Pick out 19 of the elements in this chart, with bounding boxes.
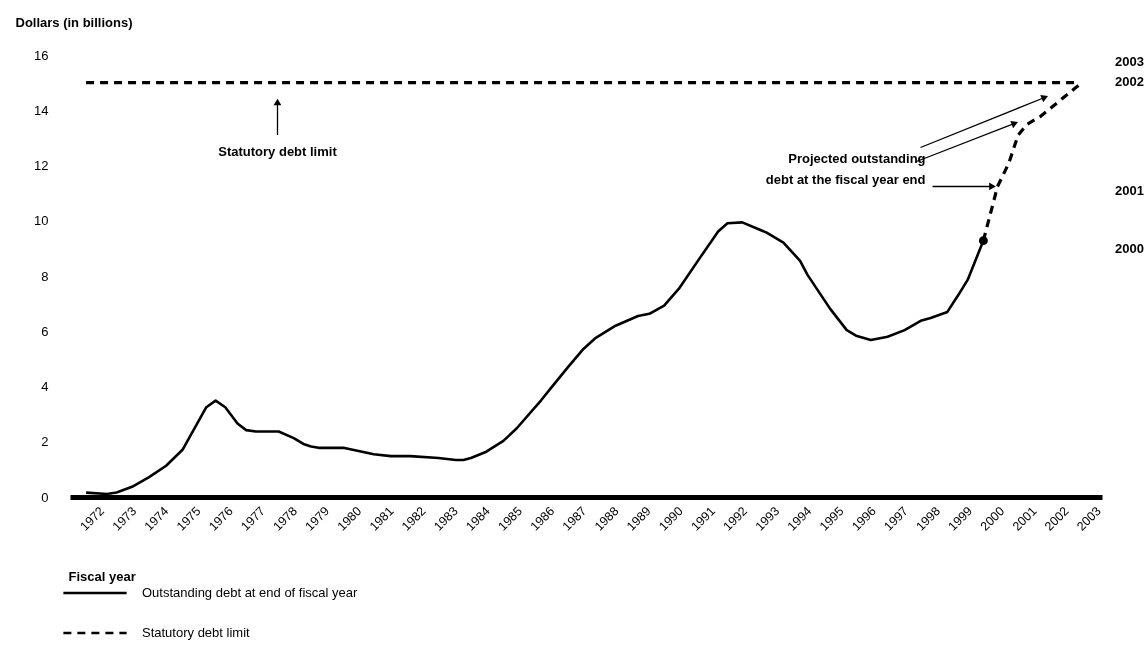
y-axis-title: Dollars (in billions) <box>15 14 133 30</box>
text: 2001 <box>1115 183 1144 198</box>
y-tick-label: 4 <box>41 379 49 394</box>
legend-label: Outstanding debt at end of fiscal year <box>142 585 359 600</box>
legend-label: Statutory debt limit <box>142 625 251 640</box>
text: 2002 <box>1115 74 1144 89</box>
annotation: Statutory debt limit <box>218 144 338 159</box>
y-tick-label: 6 <box>41 323 49 339</box>
y-tick-label: 8 <box>41 268 49 284</box>
y-tick-label: 14 <box>34 102 49 118</box>
y-tick-label: 0 <box>41 489 49 505</box>
annotation: Projected outstanding debt at the fiscal year end <box>765 151 926 188</box>
y-tick-label: 16 <box>34 47 49 63</box>
y-tick-label: 12 <box>34 158 49 173</box>
text: 2000 <box>1115 241 1144 256</box>
y-tick-label: 2 <box>41 434 49 450</box>
text: 2003 <box>1115 54 1144 69</box>
x-axis-title: Fiscal year <box>68 568 136 584</box>
y-tick-label: 10 <box>34 213 49 229</box>
